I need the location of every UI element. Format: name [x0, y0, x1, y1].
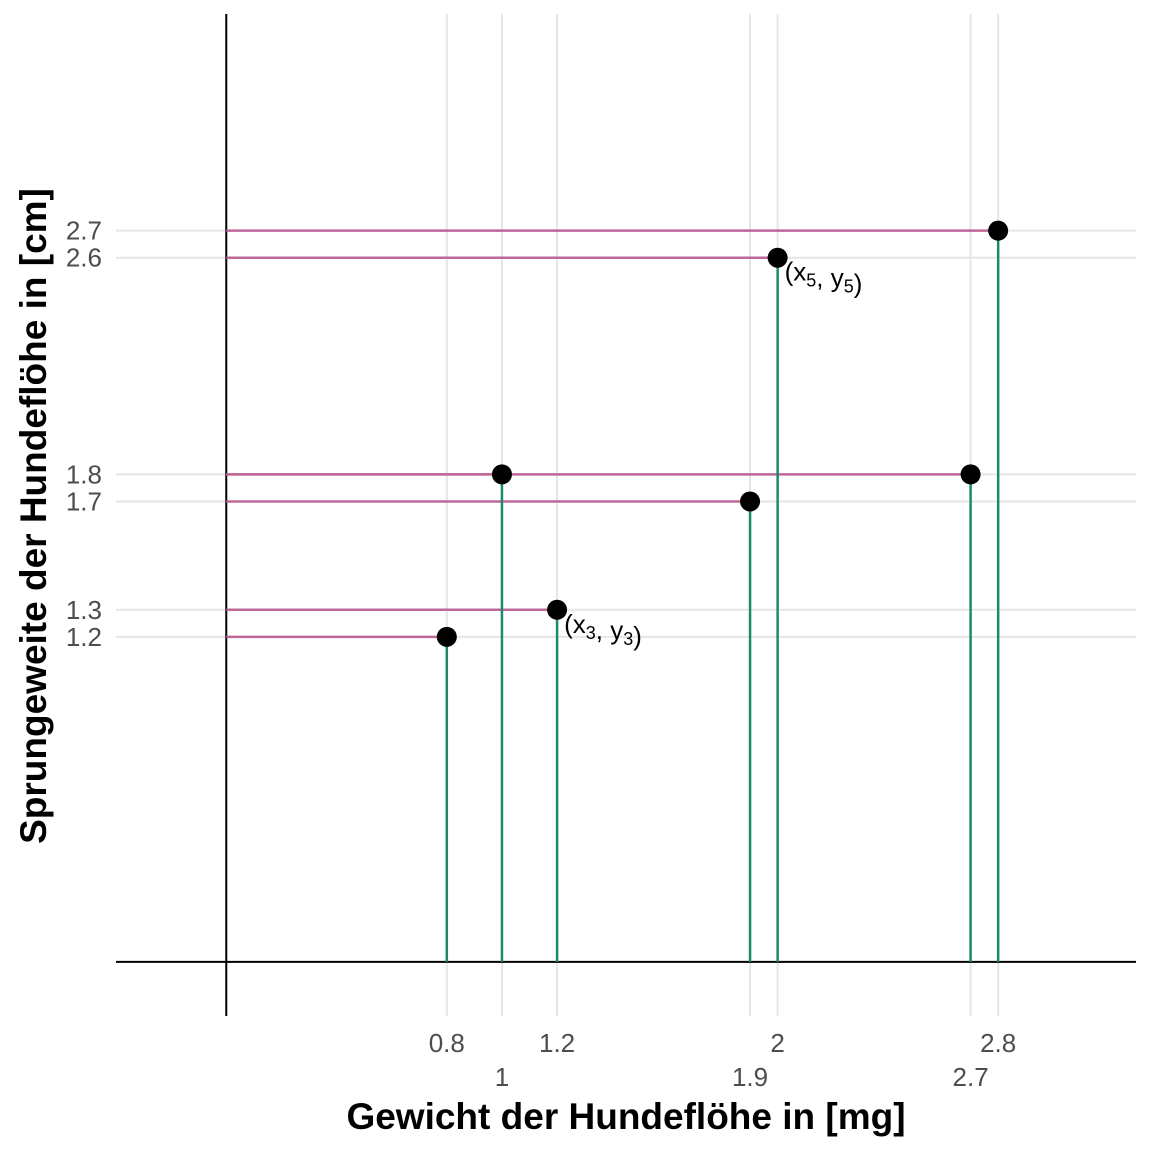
x-tick-label: 0.8: [429, 1028, 465, 1058]
data-point: [767, 247, 788, 268]
point-annotation: (x3, y3): [564, 609, 642, 651]
x-tick-label: 1: [495, 1062, 509, 1092]
annotation-text: (x: [785, 257, 807, 287]
annotation-text: , y: [816, 263, 843, 293]
horizontal-segments: [226, 229, 999, 639]
data-point: [436, 626, 457, 647]
y-tick-label: 2.7: [66, 216, 102, 246]
y-tick-label: 1.7: [66, 486, 102, 516]
point-annotation: (x5, y5): [785, 257, 863, 299]
data-point: [960, 464, 981, 485]
annotation-text: (x: [564, 609, 586, 639]
data-point: [988, 220, 1009, 241]
annotation-subscript: 5: [844, 277, 854, 297]
annotation-subscript: 3: [586, 623, 596, 643]
annotation-subscript: 3: [623, 629, 633, 649]
grid: [116, 14, 1136, 1016]
axes: [116, 14, 1136, 1016]
x-axis-title: Gewicht der Hundeflöhe in [mg]: [346, 1096, 905, 1137]
annotation-text: , y: [596, 615, 623, 645]
data-point: [740, 491, 761, 512]
annotation-text: ): [854, 269, 863, 299]
annotation-subscript: 5: [806, 271, 816, 291]
y-tick-label: 2.6: [66, 243, 102, 273]
data-point: [491, 464, 512, 485]
x-tick-label: 2.7: [953, 1062, 989, 1092]
x-tick-label: 1.9: [732, 1062, 768, 1092]
y-tick-label: 1.8: [66, 459, 102, 489]
x-tick-label: 2.8: [980, 1028, 1016, 1058]
data-points: [436, 220, 1009, 647]
x-tick-label: 1.2: [539, 1028, 575, 1058]
annotation-text: ): [633, 621, 642, 651]
y-tick-label: 1.3: [66, 595, 102, 625]
x-tick-label: 2: [770, 1028, 784, 1058]
y-tick-label: 1.2: [66, 622, 102, 652]
vertical-segments: [445, 230, 1000, 962]
y-axis-title: Sprungeweite der Hundeflöhe in [cm]: [13, 188, 54, 844]
point-annotations: (x3, y3)(x5, y5): [564, 257, 862, 651]
tick-labels: 0.811.21.922.72.81.21.31.71.82.62.7: [66, 216, 1016, 1092]
data-point: [547, 599, 568, 620]
